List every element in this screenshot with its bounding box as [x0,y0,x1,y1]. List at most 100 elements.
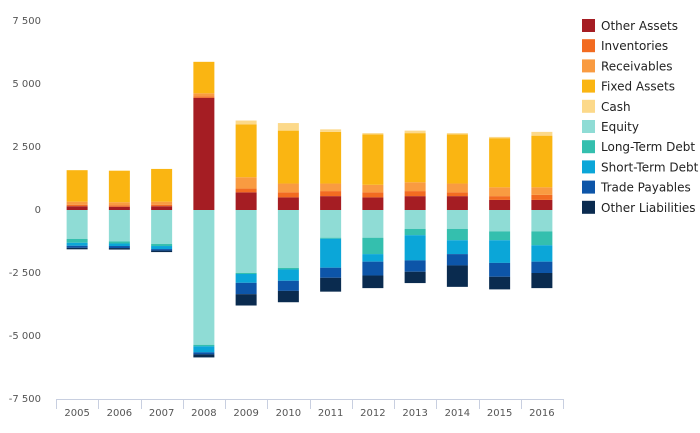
legend-swatch-short-term-debt [582,160,595,174]
bar-segment-other-assets-2012 [362,197,384,210]
bar-segment-trade-payables-2014 [446,254,468,266]
bar-segment-inventories-2011 [320,191,342,197]
bar-segment-trade-payables-2011 [320,267,342,278]
bar-segment-other-liabilities-2014 [446,265,468,287]
bar-segment-long-term-debt-2012 [362,237,384,255]
bar-segment-other-assets-2008 [193,97,215,210]
bar-segment-trade-payables-2005 [66,245,88,248]
legend-swatch-trade-payables [582,180,595,194]
bar-segment-fixed-assets-2006 [108,170,130,203]
bar-segment-short-term-debt-2005 [66,242,88,246]
bar-segment-equity-2010 [277,210,299,268]
bar-segment-equity-2013 [404,210,426,229]
legend-label-other-liabilities: Other Liabilities [601,201,696,215]
bar-segment-short-term-debt-2012 [362,254,384,262]
bar-segment-fixed-assets-2013 [404,133,426,183]
y-tick-label: -7 500 [9,394,41,405]
bar-segment-fixed-assets-2010 [277,130,299,184]
bar-segment-receivables-2015 [489,187,511,197]
bar-segment-other-liabilities-2012 [362,275,384,289]
legend-label-long-term-debt: Long-Term Debt [601,140,695,154]
y-tick-label: 5 000 [12,79,41,90]
bar-segment-other-assets-2015 [489,199,511,210]
x-tick-label: 2012 [360,408,385,419]
bar-segment-long-term-debt-2013 [404,228,426,236]
bar-segment-short-term-debt-2011 [320,238,342,268]
bar-segment-trade-payables-2006 [108,246,130,249]
x-tick-label: 2011 [318,408,343,419]
bar-segment-fixed-assets-2011 [320,131,342,184]
bar-segment-inventories-2012 [362,192,384,198]
x-tick-label: 2007 [149,408,174,419]
legend-label-cash: Cash [601,100,631,114]
bar-segment-inventories-2014 [446,192,468,197]
bar-segment-short-term-debt-2007 [151,246,173,250]
y-tick-label: 7 500 [12,16,41,27]
y-tick-label: -5 000 [9,331,41,342]
bar-segment-short-term-debt-2016 [531,245,553,262]
bar-segment-cash-2010 [277,123,299,131]
bar-segment-other-liabilities-2007 [151,250,173,253]
bar-segment-fixed-assets-2012 [362,134,384,185]
legend-swatch-cash [582,99,595,113]
bar-segment-short-term-debt-2010 [277,269,299,281]
legend-swatch-fixed-assets [582,79,595,93]
bar-segment-inventories-2015 [489,196,511,200]
bar-segment-other-assets-2009 [235,192,257,210]
bar-segment-inventories-2009 [235,188,257,193]
legend-swatch-equity [582,120,595,133]
bar-segment-short-term-debt-2015 [489,240,511,263]
bar-segment-other-liabilities-2008 [193,354,215,358]
x-tick-label: 2006 [107,408,132,419]
legend-label-inventories: Inventories [601,39,668,53]
bar-segment-receivables-2006 [108,202,130,206]
bar-segment-short-term-debt-2014 [446,240,468,255]
bar-segment-receivables-2009 [235,177,257,189]
bar-segment-inventories-2010 [277,192,299,198]
bar-segment-fixed-assets-2007 [151,168,173,202]
legend-label-equity: Equity [601,120,639,134]
bar-segment-long-term-debt-2005 [66,238,88,243]
legend-swatch-other-liabilities [582,200,595,214]
bar-segment-short-term-debt-2013 [404,235,426,261]
bar-segment-short-term-debt-2009 [235,274,257,283]
y-tick-label: 0 [35,205,41,216]
y-tick-label: 2 500 [12,142,41,153]
bar-segment-trade-payables-2013 [404,260,426,272]
y-axis: -7 500 -5 000 -2 500 0 2 500 5 000 7 500 [9,16,41,405]
bar-segment-receivables-2011 [320,183,342,192]
legend-swatch-other-assets [582,19,595,32]
bar-segment-other-assets-2006 [108,206,130,210]
x-tick-label: 2010 [276,408,301,419]
bar-segment-trade-payables-2010 [277,280,299,291]
x-tick-label: 2013 [402,408,427,419]
legend-label-other-assets: Other Assets [601,19,678,33]
bar-segment-trade-payables-2009 [235,282,257,295]
bar-segment-cash-2014 [446,133,468,135]
bar-segment-other-liabilities-2015 [489,276,511,290]
x-tick-label: 2008 [191,408,216,419]
bar-segment-inventories-2007 [151,204,173,207]
legend-swatch-receivables [582,59,595,73]
bar-segment-long-term-debt-2016 [531,231,553,246]
bar-segment-trade-payables-2016 [531,261,553,273]
bar-segment-receivables-2010 [277,183,299,193]
bar-segment-receivables-2008 [193,93,215,97]
bar-segment-other-liabilities-2013 [404,271,426,284]
bar-segment-receivables-2016 [531,187,553,195]
bar-segment-equity-2005 [66,210,88,239]
bar-segment-other-liabilities-2010 [277,290,299,303]
bar-segment-equity-2007 [151,210,173,245]
bar-segment-equity-2015 [489,210,511,232]
bar-segment-inventories-2006 [108,205,130,207]
bar-segment-long-term-debt-2015 [489,231,511,241]
bar-segment-fixed-assets-2009 [235,124,257,178]
bar-segment-fixed-assets-2005 [66,170,88,202]
legend: Other Assets Inventories Receivables Fixed … [582,19,699,215]
bar-segment-equity-2012 [362,210,384,238]
bar-segment-long-term-debt-2011 [320,237,342,239]
bar-segment-other-liabilities-2011 [320,277,342,292]
x-tick-label: 2016 [529,408,554,419]
bar-segment-equity-2009 [235,210,257,273]
bar-segment-fixed-assets-2015 [489,138,511,188]
